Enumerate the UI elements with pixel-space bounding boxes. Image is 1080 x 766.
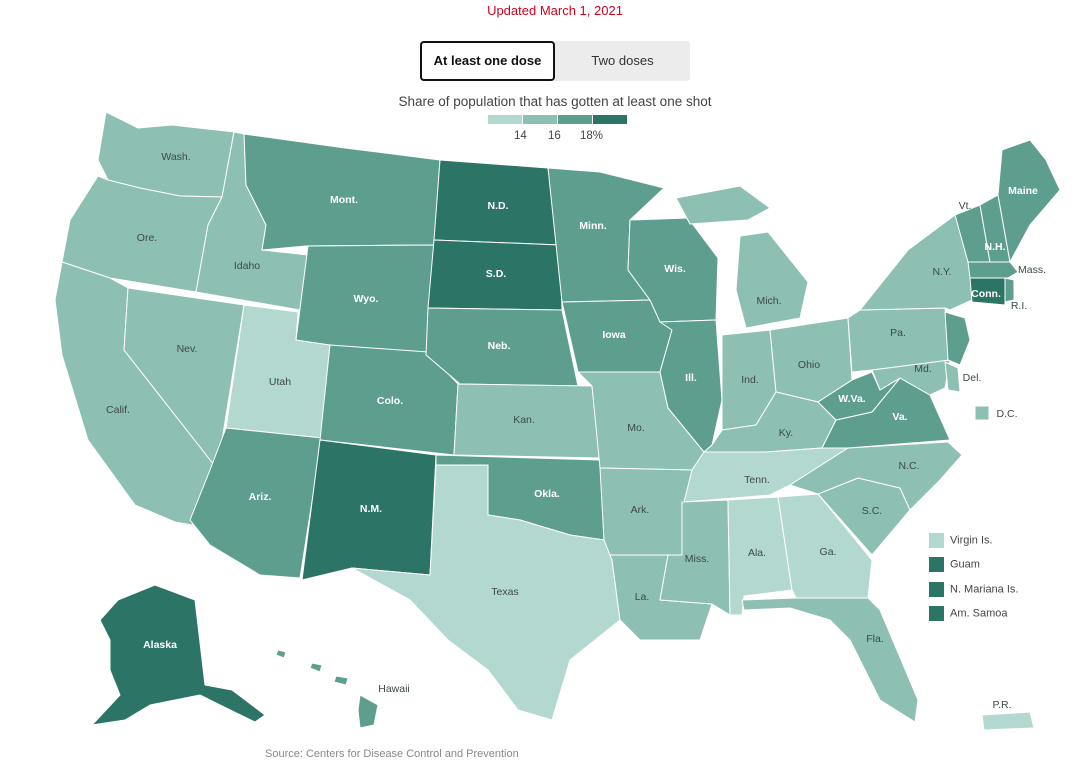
label-nm: N.M. (360, 503, 382, 515)
territory-virgin-islands[interactable]: Virgin Is. (929, 533, 993, 548)
state-fla[interactable] (741, 597, 919, 723)
label-ariz: Ariz. (249, 491, 272, 503)
state-mont[interactable] (243, 133, 441, 251)
at-least-one-dose-button[interactable]: At least one dose (420, 41, 555, 81)
label-iowa: Iowa (602, 329, 625, 341)
label-nev: Nev. (177, 343, 198, 355)
label-va: Va. (892, 411, 907, 423)
label-ill: Ill. (685, 372, 697, 384)
label-alaska: Alaska (143, 639, 177, 651)
label-del: Del. (963, 372, 982, 384)
dose-toggle: At least one dose Two doses (420, 41, 690, 81)
territory-label: Guam (950, 558, 980, 571)
label-ala: Ala. (748, 547, 766, 559)
state-texas[interactable] (351, 464, 621, 721)
label-ky: Ky. (779, 427, 793, 439)
territory-label: N. Mariana Is. (950, 583, 1019, 596)
legend-swatch-3 (558, 115, 592, 124)
territory-swatch (929, 582, 944, 597)
label-ore: Ore. (137, 232, 157, 244)
label-ga: Ga. (820, 546, 837, 558)
state-calif[interactable] (54, 261, 219, 526)
territory-swatch (929, 606, 944, 621)
label-okla: Okla. (534, 488, 560, 500)
state-nc[interactable] (789, 441, 963, 511)
label-idaho: Idaho (234, 260, 260, 272)
state-ri[interactable] (1004, 277, 1015, 303)
label-minn: Minn. (579, 220, 606, 232)
legend-tick-16: 16 (548, 130, 561, 142)
label-ark: Ark. (631, 504, 650, 516)
territory-guam[interactable]: Guam (929, 557, 980, 572)
label-wyo: Wyo. (354, 293, 379, 305)
state-conn[interactable] (969, 277, 1006, 306)
territory-swatch (929, 533, 944, 548)
legend-title: Share of population that has gotten at l… (398, 94, 712, 109)
label-nj: N.J. (973, 338, 992, 350)
legend-swatch-1 (488, 115, 522, 124)
label-mo: Mo. (627, 422, 645, 434)
label-miss: Miss. (685, 553, 710, 565)
label-conn: Conn. (971, 288, 1001, 300)
label-calif: Calif. (106, 404, 130, 416)
label-nd: N.D. (488, 200, 509, 212)
legend-swatch-2 (523, 115, 557, 124)
state-nj[interactable] (944, 311, 971, 366)
label-md: Md. (914, 363, 932, 375)
territory-label: Virgin Is. (950, 534, 993, 547)
label-nc: N.C. (899, 460, 920, 472)
label-pa: Pa. (890, 327, 906, 339)
state-maine[interactable] (997, 139, 1061, 263)
label-mich: Mich. (756, 295, 781, 307)
label-ohio: Ohio (798, 359, 820, 371)
territory-am-samoa[interactable]: Am. Samoa (929, 606, 1007, 621)
label-ri: R.I. (1011, 300, 1027, 312)
state-ny[interactable] (859, 214, 973, 311)
state-hawaii[interactable] (275, 649, 379, 729)
state-mass[interactable] (967, 261, 1019, 279)
label-sd: S.D. (486, 268, 507, 280)
legend-tick-14: 14 (514, 130, 527, 142)
label-neb: Neb. (488, 340, 511, 352)
state-labels: Wash. Ore. Calif. Idaho Nev. Utah Ariz. … (106, 151, 1046, 711)
label-texas: Texas (491, 586, 518, 598)
label-wva: W.Va. (838, 393, 866, 405)
source-note: Source: Centers for Disease Control and … (265, 748, 519, 760)
territory-swatch (929, 557, 944, 572)
updated-date: Updated March 1, 2021 (487, 3, 623, 18)
label-fla: Fla. (866, 633, 884, 645)
label-sc: S.C. (862, 505, 882, 517)
label-vt: Vt. (959, 200, 972, 212)
state-mich[interactable] (675, 185, 809, 329)
legend-tick-18: 18% (580, 130, 604, 142)
label-kan: Kan. (513, 414, 535, 426)
territory-n-mariana-islands[interactable]: N. Mariana Is. (929, 582, 1018, 597)
label-maine: Maine (1008, 185, 1038, 197)
state-alaska[interactable] (91, 584, 266, 726)
state-dc[interactable] (974, 405, 990, 421)
label-ny: N.Y. (932, 266, 951, 278)
label-hawaii: Hawaii (378, 683, 410, 695)
label-dc: D.C. (997, 408, 1018, 420)
label-tenn: Tenn. (744, 474, 770, 486)
label-la: La. (635, 591, 650, 603)
territory-label: Am. Samoa (950, 607, 1008, 620)
label-wis: Wis. (664, 263, 686, 275)
state-pr[interactable] (981, 711, 1035, 731)
legend-swatch-4 (593, 115, 627, 124)
label-mass: Mass. (1018, 264, 1046, 276)
label-nh: N.H. (985, 241, 1006, 253)
two-doses-button[interactable]: Two doses (591, 53, 654, 68)
legend-color-bar (488, 115, 628, 124)
label-colo: Colo. (377, 395, 403, 407)
label-pr: P.R. (992, 699, 1011, 711)
state-del[interactable] (944, 361, 961, 393)
label-utah: Utah (269, 376, 291, 388)
label-ind: Ind. (741, 374, 759, 386)
label-mont: Mont. (330, 194, 358, 206)
label-wash: Wash. (161, 151, 190, 163)
